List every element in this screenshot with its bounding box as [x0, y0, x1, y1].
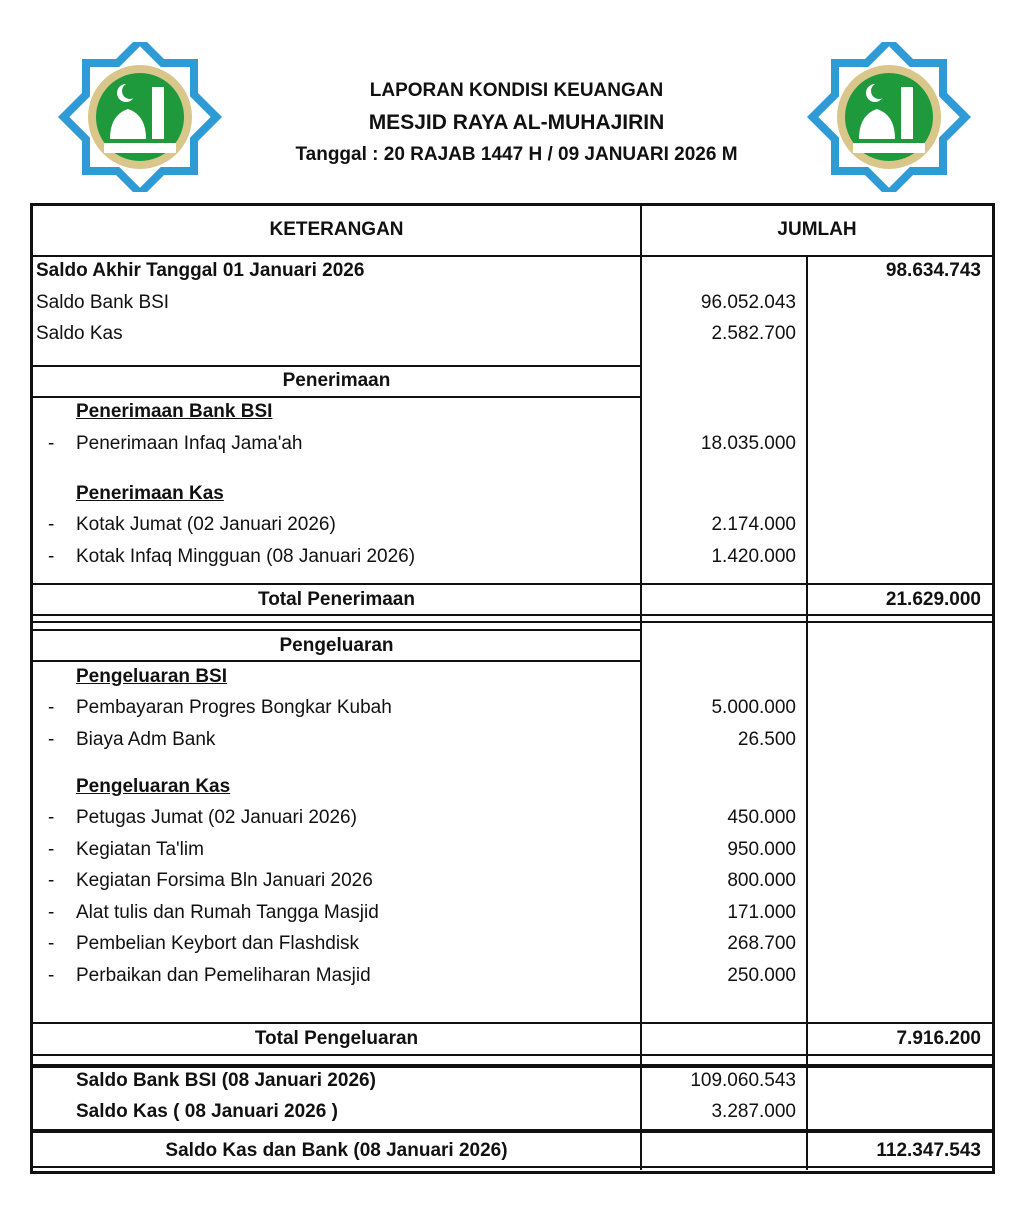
opening-bank-label: Saldo Bank BSI	[36, 292, 170, 313]
expense-total-label: Total Pengeluaran	[254, 1028, 419, 1049]
item-value: 450.000	[727, 807, 796, 828]
column-header-jumlah: JUMLAH	[777, 219, 857, 240]
income-total-value: 21.629.000	[885, 589, 981, 610]
item-value: 18.035.000	[700, 433, 796, 454]
opening-balance-label: Saldo Akhir Tanggal 01 Januari 2026	[36, 260, 365, 281]
item-value: 171.000	[727, 902, 796, 923]
mosque-name: MESJID RAYA AL-MUHAJIRIN	[368, 111, 665, 134]
report-title: LAPORAN KONDISI KEUANGAN	[369, 80, 664, 101]
expense-total-value: 7.916.200	[896, 1028, 981, 1049]
dash: -	[48, 729, 55, 750]
dash: -	[48, 514, 55, 535]
dash: -	[48, 902, 55, 923]
item-value: 26.500	[737, 729, 796, 750]
item-label: Pembelian Keybort dan Flashdisk	[76, 933, 360, 954]
income-total-label: Total Penerimaan	[258, 589, 415, 610]
expense-bank-heading: Pengeluaran BSI	[76, 666, 227, 687]
mosque-logo-left	[57, 42, 223, 192]
closing-cash-label: Saldo Kas ( 08 Januari 2026 )	[76, 1101, 338, 1122]
item-label: Kotak Infaq Mingguan (08 Januari 2026)	[76, 546, 416, 567]
dash: -	[48, 965, 55, 986]
closing-total-label: Saldo Kas dan Bank (08 Januari 2026)	[165, 1140, 508, 1161]
item-label: Penerimaan Infaq Jama'ah	[76, 433, 303, 454]
column-header-keterangan: KETERANGAN	[269, 219, 404, 240]
expense-section-title: Pengeluaran	[279, 635, 394, 656]
opening-cash-label: Saldo Kas	[36, 323, 123, 344]
expense-cash-heading: Pengeluaran Kas	[76, 776, 231, 797]
dash: -	[48, 546, 55, 567]
item-value: 950.000	[727, 839, 796, 860]
dash: -	[48, 697, 55, 718]
item-value: 5.000.000	[711, 697, 796, 718]
item-value: 2.174.000	[711, 514, 796, 535]
dash: -	[48, 933, 55, 954]
income-cash-heading: Penerimaan Kas	[76, 483, 224, 504]
opening-bank-value: 96.052.043	[700, 292, 796, 313]
closing-bank-value: 109.060.543	[690, 1070, 796, 1091]
item-label: Pembayaran Progres Bongkar Kubah	[76, 697, 392, 718]
report-date: Tanggal : 20 RAJAB 1447 H / 09 JANUARI 2…	[295, 144, 738, 165]
opening-balance-total: 98.634.743	[885, 260, 981, 281]
item-label: Kegiatan Ta'lim	[76, 839, 204, 860]
item-value: 268.700	[727, 933, 796, 954]
item-label: Perbaikan dan Pemeliharan Masjid	[76, 965, 371, 986]
item-value: 800.000	[727, 870, 796, 891]
item-label: Petugas Jumat (02 Januari 2026)	[76, 807, 357, 828]
item-label: Biaya Adm Bank	[76, 729, 216, 750]
item-value: 1.420.000	[711, 546, 796, 567]
dash: -	[48, 433, 55, 454]
income-bank-heading: Penerimaan Bank BSI	[76, 401, 273, 422]
dash: -	[48, 870, 55, 891]
item-label: Alat tulis dan Rumah Tangga Masjid	[76, 902, 379, 923]
closing-total-value: 112.347.543	[876, 1140, 981, 1161]
income-section-title: Penerimaan	[282, 370, 391, 391]
closing-bank-label: Saldo Bank BSI (08 Januari 2026)	[76, 1070, 376, 1091]
item-label: Kegiatan Forsima Bln Januari 2026	[76, 870, 373, 891]
mosque-logo-right	[806, 42, 972, 192]
opening-cash-value: 2.582.700	[711, 323, 796, 344]
dash: -	[48, 807, 55, 828]
dash: -	[48, 839, 55, 860]
item-value: 250.000	[727, 965, 796, 986]
closing-cash-value: 3.287.000	[711, 1101, 796, 1122]
item-label: Kotak Jumat (02 Januari 2026)	[76, 514, 336, 535]
